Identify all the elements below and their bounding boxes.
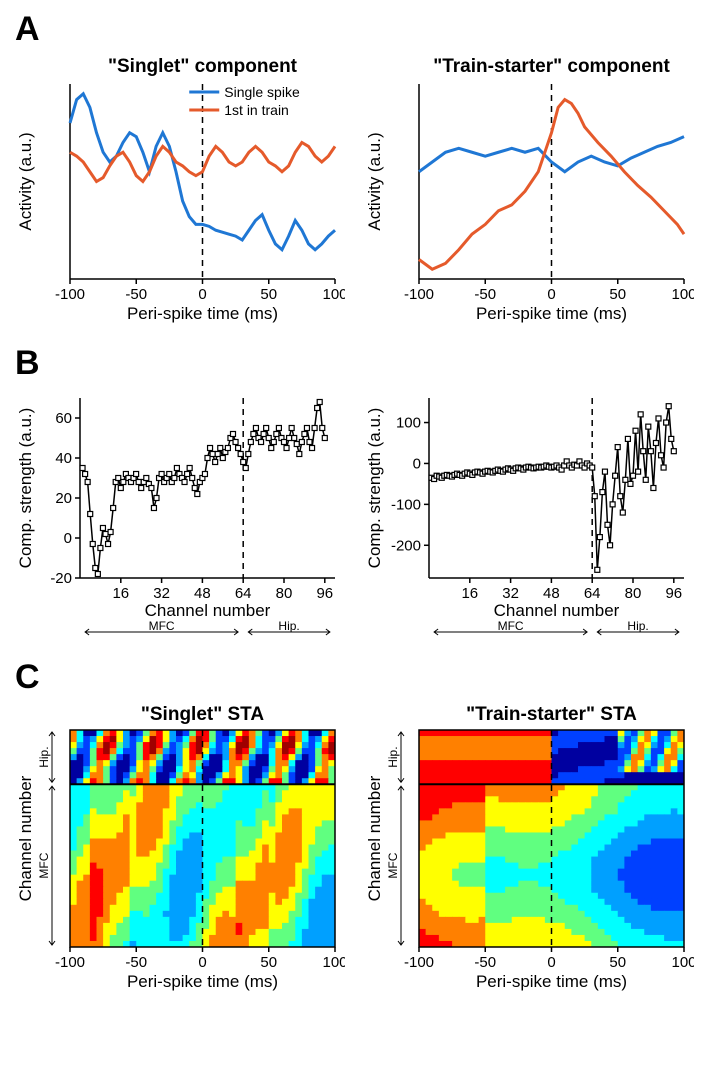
svg-text:50: 50 [260,286,277,303]
svg-text:20: 20 [55,490,72,507]
panel-b-row: 163248648096-200204060Channel numberComp… [15,388,694,638]
svg-text:80: 80 [276,585,293,602]
panel-b-label: B [15,344,694,383]
svg-text:64: 64 [584,585,601,602]
svg-text:0: 0 [547,954,555,971]
svg-text:0: 0 [198,954,206,971]
svg-text:16: 16 [461,585,478,602]
svg-text:100: 100 [322,286,345,303]
svg-text:"Singlet" component: "Singlet" component [108,56,298,77]
svg-text:64: 64 [235,585,252,602]
svg-text:-100: -100 [404,954,434,971]
svg-text:-100: -100 [404,286,434,303]
svg-text:-20: -20 [50,570,72,587]
panel-c-right: "Train-starter" STA -100 -50 0 50 100 Peri-spi… [364,702,694,992]
svg-text:60: 60 [55,410,72,427]
svg-text:-100: -100 [55,954,85,971]
svg-text:-100: -100 [55,286,85,303]
svg-text:MFC: MFC [37,852,51,878]
svg-text:40: 40 [55,450,72,467]
svg-text:50: 50 [260,954,277,971]
svg-text:-100: -100 [391,496,421,513]
svg-text:0: 0 [547,286,555,303]
svg-text:-50: -50 [474,954,496,971]
svg-text:16: 16 [112,585,129,602]
svg-text:"Singlet" STA: "Singlet" STA [141,704,265,725]
svg-text:-50: -50 [474,286,496,303]
svg-text:Hip.: Hip. [37,746,51,767]
svg-text:48: 48 [543,585,560,602]
svg-text:100: 100 [671,286,694,303]
svg-text:Hip.: Hip. [278,619,299,633]
svg-text:-200: -200 [391,537,421,554]
svg-text:Peri-spike time (ms): Peri-spike time (ms) [127,304,278,323]
svg-text:0: 0 [413,455,421,472]
figure: A "Singlet" component -100 -50 0 50 100 Peri-s… [0,0,709,1032]
svg-text:100: 100 [396,415,421,432]
svg-text:Comp. strength (a.u.): Comp. strength (a.u.) [16,408,35,569]
svg-text:100: 100 [322,954,345,971]
svg-text:Hip.: Hip. [386,746,400,767]
panel-a-label: A [15,10,694,49]
svg-text:-50: -50 [125,286,147,303]
svg-text:-50: -50 [125,954,147,971]
svg-text:"Train-starter" STA: "Train-starter" STA [466,704,637,725]
svg-text:48: 48 [194,585,211,602]
svg-text:Channel number: Channel number [365,775,384,901]
svg-text:Peri-spike time (ms): Peri-spike time (ms) [127,972,278,991]
svg-text:100: 100 [671,954,694,971]
svg-text:80: 80 [625,585,642,602]
svg-text:Comp. strength (a.u.): Comp. strength (a.u.) [365,408,384,569]
svg-text:Channel number: Channel number [494,601,620,620]
panel-c-left: "Singlet" STA -100 -50 0 50 100 Peri-spike tim… [15,702,345,992]
panel-a-row: "Singlet" component -100 -50 0 50 100 Peri-spi… [15,54,694,324]
panel-c-label: C [15,658,694,697]
svg-text:Single spike: Single spike [224,84,300,100]
svg-text:Peri-spike time (ms): Peri-spike time (ms) [476,972,627,991]
svg-text:Activity (a.u.): Activity (a.u.) [365,132,384,230]
svg-text:50: 50 [609,954,626,971]
svg-text:96: 96 [665,585,682,602]
svg-text:Channel number: Channel number [16,775,35,901]
svg-text:"Train-starter" component: "Train-starter" component [433,56,670,77]
svg-text:MFC: MFC [149,619,175,633]
panel-b-right: 16 32 48 64 80 96 -200 -100 0 100 Channel number Co… [364,388,694,638]
svg-text:0: 0 [64,530,72,547]
svg-text:32: 32 [502,585,519,602]
svg-text:50: 50 [609,286,626,303]
svg-text:32: 32 [153,585,170,602]
svg-text:Peri-spike time (ms): Peri-spike time (ms) [476,304,627,323]
svg-text:Hip.: Hip. [627,619,648,633]
panel-b-left: 16 32 48 64 80 96 -20 0 20 40 60 Channel number Comp… [15,388,345,638]
svg-text:Channel number: Channel number [145,601,271,620]
svg-text:MFC: MFC [498,619,524,633]
svg-text:1st in train: 1st in train [224,102,289,118]
svg-text:MFC: MFC [386,852,400,878]
panel-a-left: "Singlet" component -100 -50 0 50 100 Peri-spi… [15,54,345,324]
svg-text:0: 0 [198,286,206,303]
panel-c-row: "Singlet" STA -100 -50 0 50 100 Peri-spike tim… [15,702,694,992]
panel-a-right: "Train-starter" component -100 -50 0 50 100 Pe… [364,54,694,324]
svg-text:96: 96 [316,585,333,602]
svg-text:Activity (a.u.): Activity (a.u.) [16,132,35,230]
